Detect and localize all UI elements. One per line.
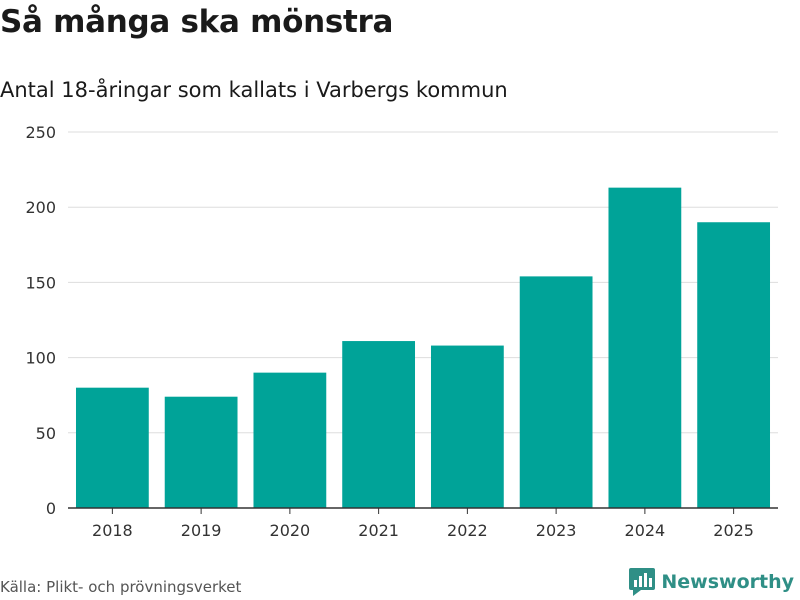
x-tick-label: 2020 bbox=[270, 521, 311, 540]
y-tick-label: 200 bbox=[25, 198, 56, 217]
x-tick-label: 2022 bbox=[447, 521, 488, 540]
bar-2025 bbox=[697, 222, 771, 509]
bar-2024 bbox=[608, 187, 682, 508]
y-tick-label: 150 bbox=[25, 273, 56, 292]
x-tick-label: 2024 bbox=[625, 521, 666, 540]
x-tick-label: 2021 bbox=[358, 521, 399, 540]
x-tick-label: 2018 bbox=[92, 521, 133, 540]
brand-name: Newsworthy bbox=[661, 571, 794, 593]
newsworthy-logo-icon bbox=[629, 568, 656, 596]
chart-title: Så många ska mönstra bbox=[0, 4, 394, 40]
bar-2023 bbox=[519, 276, 593, 508]
bar-2019 bbox=[164, 396, 238, 508]
brand-logo: Newsworthy bbox=[629, 568, 794, 596]
x-tick-label: 2019 bbox=[181, 521, 222, 540]
bar-2018 bbox=[75, 387, 149, 508]
y-tick-label: 0 bbox=[46, 499, 56, 518]
y-tick-label: 50 bbox=[36, 424, 56, 443]
chart-subtitle: Antal 18-åringar som kallats i Varbergs … bbox=[0, 78, 508, 102]
bar-2022 bbox=[430, 345, 504, 508]
y-tick-label: 250 bbox=[25, 123, 56, 142]
bar-2021 bbox=[342, 341, 416, 508]
y-tick-label: 100 bbox=[25, 349, 56, 368]
x-tick-label: 2025 bbox=[713, 521, 754, 540]
source-note: Källa: Plikt- och prövningsverket bbox=[0, 578, 242, 596]
x-tick-label: 2023 bbox=[536, 521, 577, 540]
bar-2020 bbox=[253, 372, 327, 508]
